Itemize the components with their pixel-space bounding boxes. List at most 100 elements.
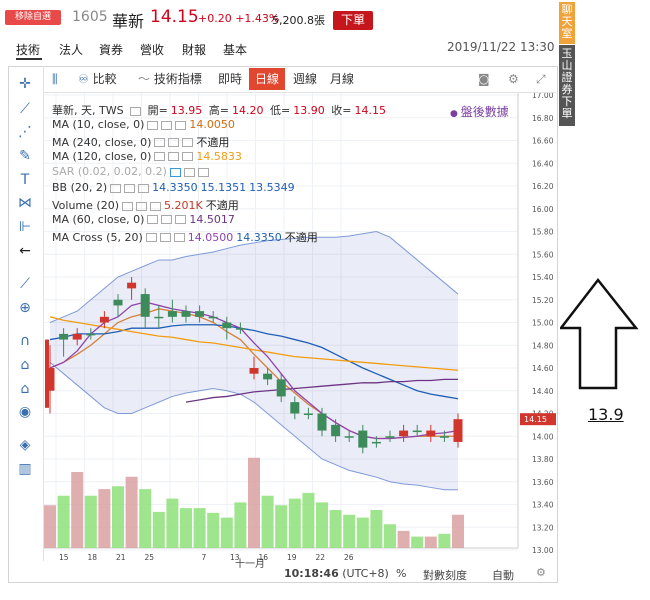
percent-toggle[interactable]: % (396, 567, 407, 580)
compare-icon: ♾ (78, 72, 93, 86)
volume-bar (452, 514, 464, 548)
trendline-icon[interactable]: ⟋ (20, 101, 30, 117)
gear-icon[interactable]: ⚙ (508, 72, 519, 86)
candle-body (59, 333, 69, 340)
log-scale-toggle[interactable]: 對數刻度 (423, 569, 467, 582)
volume-bar (261, 495, 274, 548)
stock-name: 華新 (112, 12, 145, 31)
footer-gear-icon[interactable]: ⚙ (536, 566, 546, 579)
candle-body (331, 424, 341, 437)
ruler-icon[interactable]: ⟋ (20, 276, 30, 292)
tab-financials[interactable]: 財報 (182, 43, 207, 57)
pattern-icon[interactable]: ⋈ (18, 195, 32, 211)
esun-order-button[interactable]: 玉山證券下單 (559, 45, 575, 126)
candle-body (208, 316, 218, 319)
layers-icon[interactable]: ◈ (19, 437, 31, 453)
x-tick-label: 13 (230, 553, 240, 562)
legend-row-name: SAR (0.02, 0.02, 0.2) (52, 165, 167, 179)
tab-basic[interactable]: 基本 (223, 43, 248, 57)
active-tab-indicator (16, 58, 42, 60)
legend-row[interactable]: MA Cross (5, 20) 14.0500 14.3350 不適用 (52, 229, 321, 245)
eye-icon[interactable]: ◉ (18, 404, 32, 420)
stock-code: 1605 (72, 9, 108, 25)
projection-icon[interactable]: ⊩ (18, 219, 32, 235)
legend-row[interactable]: MA (120, close, 0) 14.5833 (52, 150, 245, 163)
x-tick-month: 十一月 (235, 559, 265, 570)
y-tick-label: 16.40 (532, 159, 554, 168)
price-chart[interactable]: 13.00 13.20 13.40 13.60 13.80 14.00 14.20 14.40… (44, 93, 556, 563)
tab-institutional[interactable]: 法人 (59, 43, 84, 57)
tab-revenue[interactable]: 營收 (140, 43, 165, 57)
legend-row-value: 不適用 (284, 230, 318, 244)
ohlc-high-label: 高= (208, 104, 230, 117)
tf-weekly[interactable]: 週線 (293, 72, 318, 86)
back-arrow-icon[interactable]: ← (19, 243, 31, 259)
candle-body (140, 294, 150, 317)
tf-monthly[interactable]: 月線 (330, 72, 355, 86)
y-tick-label: 15.60 (532, 250, 554, 259)
y-tick-label: 16.60 (532, 137, 554, 146)
legend-row[interactable]: BB (20, 2) 14.3350 15.1351 13.5349 (52, 181, 298, 194)
candle-body (127, 282, 137, 289)
volume-bar (248, 457, 260, 548)
volume-bar (275, 505, 288, 548)
candle-body (86, 333, 96, 336)
candle-type-icon[interactable]: ⫼ (52, 72, 58, 86)
volume-bar (98, 489, 111, 548)
order-button[interactable]: 下單 (333, 11, 373, 30)
legend-control-icon (168, 152, 180, 162)
fullscreen-icon[interactable]: ⤢ (536, 72, 546, 86)
x-tick-label: 16 (259, 553, 269, 562)
post-market-data[interactable]: ● 盤後數據 (450, 105, 509, 119)
y-tick-label: 15.00 (532, 319, 554, 328)
tab-margin[interactable]: 資券 (99, 43, 124, 57)
indicators-button[interactable]: 〜 技術指標 (138, 70, 202, 88)
tf-realtime[interactable]: 即時 (218, 72, 243, 86)
legend-control-icon (110, 183, 122, 193)
legend-control-icon (145, 233, 157, 243)
text-icon[interactable]: T (20, 172, 30, 188)
legend-control-icon (182, 152, 194, 162)
indicators-label: 技術指標 (153, 72, 202, 86)
legend-row[interactable]: MA (60, close, 0) 14.5017 (52, 213, 238, 226)
candle-body (181, 311, 191, 317)
legend-control-icon (182, 138, 194, 148)
legend-row[interactable]: Volume (20) 5.201K 不適用 (52, 197, 242, 213)
lock-drawing-icon[interactable]: ⌂ (20, 357, 30, 373)
crosshair-icon[interactable]: ✛ (19, 76, 31, 92)
candle-body (439, 436, 449, 438)
candle-body (263, 373, 273, 380)
compare-button[interactable]: ♾ 比較 (78, 70, 117, 88)
candle-body (358, 430, 368, 448)
candle-body (317, 413, 327, 431)
legend-row[interactable]: MA (240, close, 0) 不適用 (52, 134, 232, 150)
fib-icon[interactable]: ⋰ (18, 124, 32, 140)
brush-icon[interactable]: ✎ (19, 148, 31, 164)
camera-icon[interactable]: ◙ (478, 72, 490, 86)
remove-watchlist-badge[interactable]: 移除自選 (5, 10, 61, 25)
legend-control-icon (173, 233, 185, 243)
auto-scale-toggle[interactable]: 自動 (492, 569, 514, 582)
legend-row-name: MA (240, close, 0) (52, 135, 152, 149)
candle-body (344, 436, 354, 438)
legend-control-icon (147, 120, 159, 130)
ma-line-ma120 (49, 316, 459, 371)
legend-row[interactable]: SAR (0.02, 0.02, 0.2) (52, 165, 212, 178)
magnet-icon[interactable]: ∩ (19, 333, 31, 349)
legend-row-value: 14.0050 (189, 118, 235, 131)
legend-row-value: 14.5017 (189, 212, 235, 226)
unlock-icon[interactable]: ⌂ (20, 381, 30, 397)
candle-body (195, 311, 205, 317)
ohlc-high: 14.20 (232, 104, 264, 117)
ohlc-close-label: 收= (331, 104, 352, 117)
chat-room-button[interactable]: 聊天室 (559, 2, 575, 44)
tf-daily[interactable]: 日線 (249, 68, 285, 90)
tab-technical[interactable]: 技術 (16, 43, 41, 57)
datetime: 2019/11/22 13:30 (447, 40, 555, 54)
volume-bar (125, 476, 138, 548)
stock-price: 14.15 (150, 7, 199, 27)
trash-icon[interactable]: ▥ (18, 461, 32, 477)
zoom-in-icon[interactable]: ⊕ (19, 300, 31, 316)
volume-bar (316, 502, 328, 548)
legend-row[interactable]: MA (10, close, 0) 14.0050 (52, 118, 238, 131)
